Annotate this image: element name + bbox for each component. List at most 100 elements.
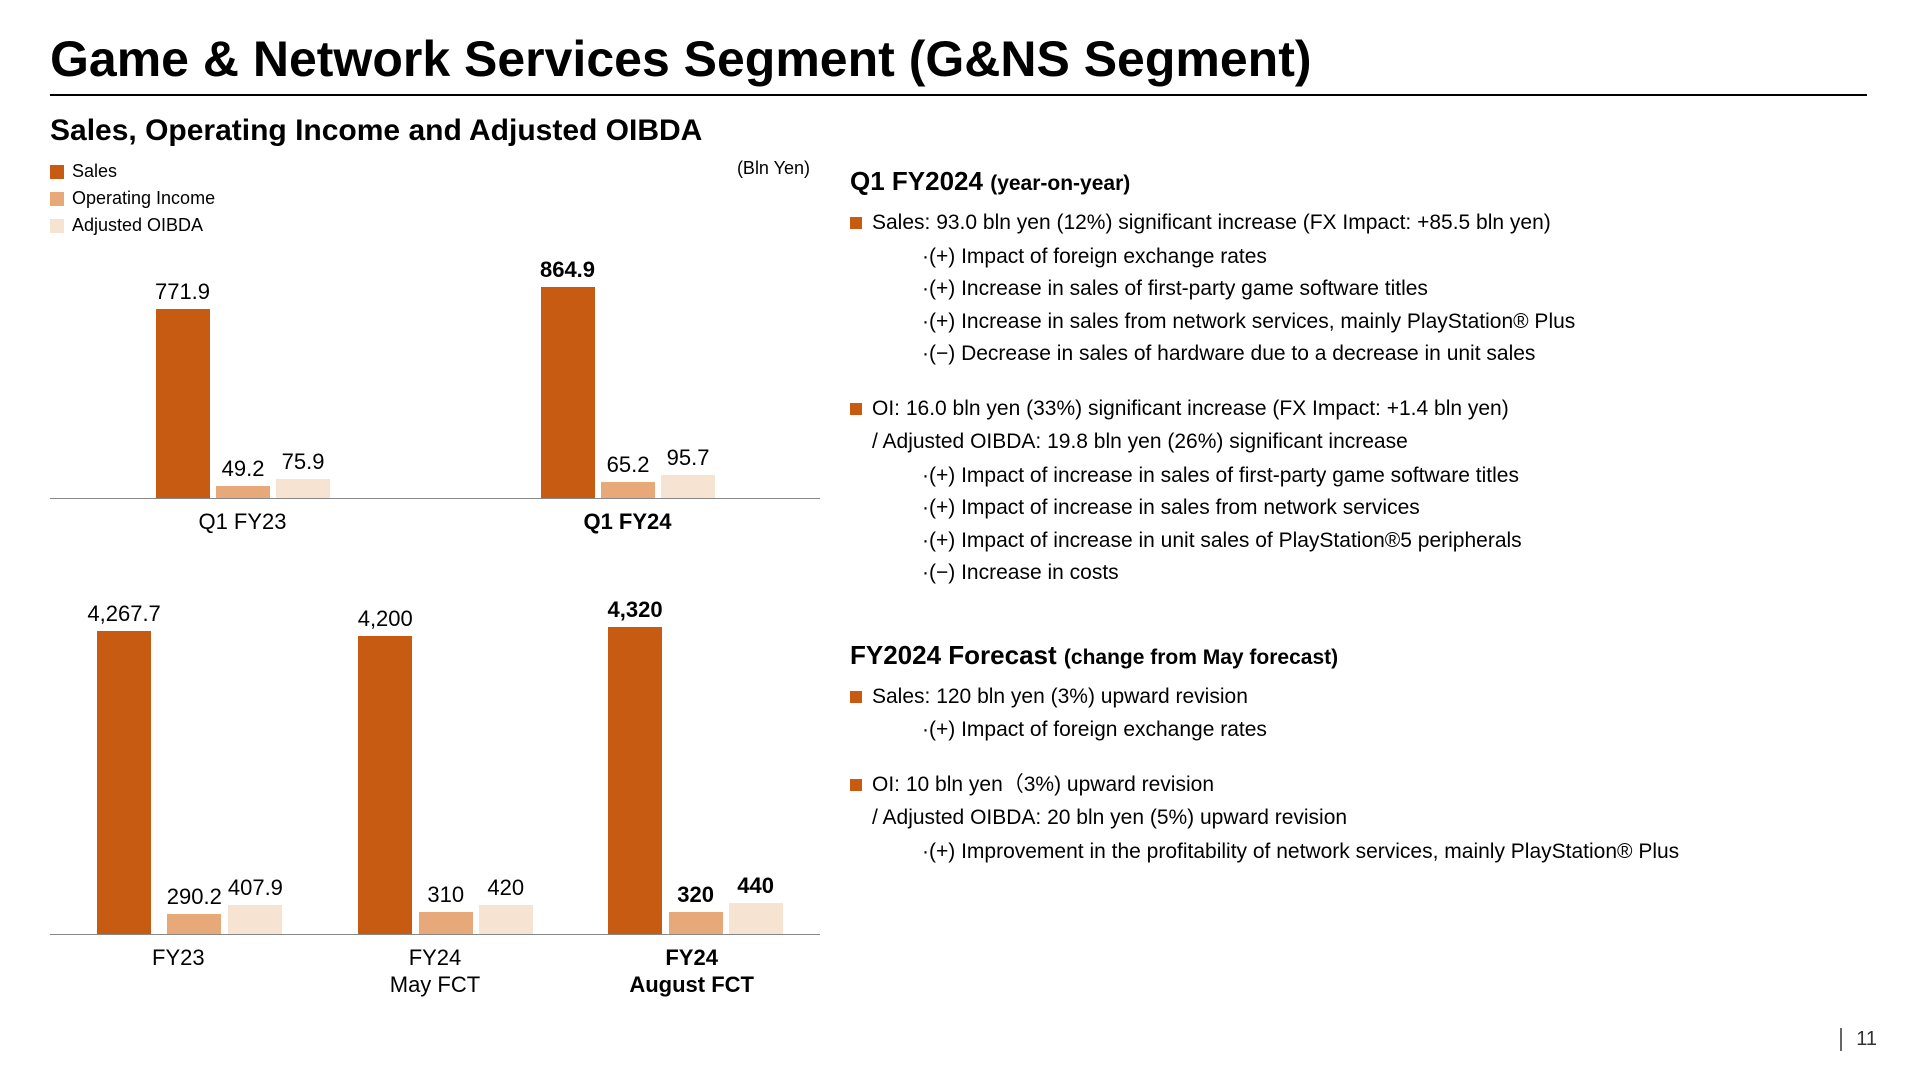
square-bullet-icon <box>850 691 862 703</box>
bar-value-label: 864.9 <box>540 257 595 283</box>
bar-value-label: 771.9 <box>155 279 210 305</box>
page-number: 11 <box>1840 1028 1877 1051</box>
unit-label: (Bln Yen) <box>737 158 810 179</box>
x-axis-label: FY23 <box>50 945 307 998</box>
bar <box>541 287 595 498</box>
bar-wrap: 420 <box>479 875 533 935</box>
bar <box>216 486 270 498</box>
content-row: Sales Operating Income Adjusted OIBDA (B… <box>50 158 1867 998</box>
block-oi-fct: OI: 10 bln yen（3%) upward revision / Adj… <box>850 769 1867 869</box>
block-oi-q1: OI: 16.0 bln yen (33%) significant incre… <box>850 393 1867 590</box>
bar-group: 4,200 310 420 <box>358 606 533 935</box>
x-axis-labels: Q1 FY23Q1 FY24 <box>50 509 820 535</box>
bar-group: 4,320 320 440 <box>608 597 783 934</box>
bar <box>167 914 221 935</box>
chart-q1: 771.949.275.9864.965.295.7Q1 FY23Q1 FY24 <box>50 279 820 535</box>
sub-bullet-line: ·(+) Impact of increase in sales from ne… <box>850 492 1867 525</box>
bar-value-label: 49.2 <box>222 456 265 482</box>
bar-value-label: 420 <box>487 875 524 901</box>
sub-bullet-line: ·(+) Impact of increase in unit sales of… <box>850 525 1867 558</box>
bar-wrap: 864.9 <box>540 257 595 498</box>
bar <box>358 636 412 935</box>
square-bullet-icon <box>850 403 862 415</box>
legend: Sales Operating Income Adjusted OIBDA <box>50 158 820 239</box>
legend-swatch-sales <box>50 165 64 179</box>
right-column: Q1 FY2024 (year-on-year) Sales: 93.0 bln… <box>850 158 1867 998</box>
slash-line: / Adjusted OIBDA: 19.8 bln yen (26%) sig… <box>850 426 1867 458</box>
section-heading-forecast: FY2024 Forecast (change from May forecas… <box>850 640 1867 671</box>
slash-line: / Adjusted OIBDA: 20 bln yen (5%) upward… <box>850 802 1867 834</box>
bar-wrap: 440 <box>729 873 783 934</box>
bar-value-label: 290.2 <box>167 884 222 910</box>
sub-bullet-line: ·(+) Improvement in the profitability of… <box>850 836 1867 869</box>
sub-bullet-line: ·(−) Decrease in sales of hardware due t… <box>850 338 1867 371</box>
bar-value-label: 440 <box>737 873 774 899</box>
left-column: Sales Operating Income Adjusted OIBDA (B… <box>50 158 820 998</box>
page-title: Game & Network Services Segment (G&NS Se… <box>50 30 1867 96</box>
bullet-line: OI: 16.0 bln yen (33%) significant incre… <box>850 393 1867 425</box>
legend-label: Operating Income <box>72 185 215 212</box>
bullet-text: OI: 16.0 bln yen (33%) significant incre… <box>872 393 1509 425</box>
legend-swatch-oi <box>50 192 64 206</box>
square-bullet-icon <box>850 217 862 229</box>
bar-value-label: 95.7 <box>667 445 710 471</box>
bar <box>228 905 282 934</box>
bar <box>729 903 783 934</box>
bullet-line: Sales: 93.0 bln yen (12%) significant in… <box>850 207 1867 239</box>
legend-label: Adjusted OIBDA <box>72 212 203 239</box>
legend-swatch-oibda <box>50 219 64 233</box>
bar-value-label: 4,320 <box>608 597 663 623</box>
sub-bullet-line: ·(+) Increase in sales of first-party ga… <box>850 273 1867 306</box>
bar-chart: 4,267.7290.2407.94,2003104204,320320440 <box>50 615 820 935</box>
bar-value-label: 4,267.7 <box>87 601 160 627</box>
legend-item-sales: Sales <box>50 158 820 185</box>
bar <box>276 479 330 498</box>
bar-wrap: 75.9 <box>276 449 330 498</box>
bar-wrap: 95.7 <box>661 445 715 498</box>
block-sales-fct: Sales: 120 bln yen (3%) upward revision … <box>850 681 1867 747</box>
bar <box>661 475 715 498</box>
bullet-text: OI: 10 bln yen（3%) upward revision <box>872 769 1214 801</box>
bullet-text: Sales: 120 bln yen (3%) upward revision <box>872 681 1248 713</box>
chart-fy: 4,267.7290.2407.94,2003104204,320320440F… <box>50 615 820 998</box>
sub-bullet-line: ·(+) Impact of foreign exchange rates <box>850 241 1867 274</box>
bar-wrap: 310 <box>419 882 473 934</box>
x-axis-label: Q1 FY23 <box>50 509 435 535</box>
bar-value-label: 4,200 <box>358 606 413 632</box>
bar-wrap: 320 <box>669 882 723 935</box>
bar <box>419 912 473 934</box>
bar-wrap: 65.2 <box>601 452 655 498</box>
bar-chart: 771.949.275.9864.965.295.7 <box>50 279 820 499</box>
bar-wrap: 49.2 <box>216 456 270 498</box>
x-axis-labels: FY23FY24May FCTFY24August FCT <box>50 945 820 998</box>
sub-bullet-line: ·(−) Increase in costs <box>850 557 1867 590</box>
sub-bullet-line: ·(+) Impact of increase in sales of firs… <box>850 460 1867 493</box>
bar <box>97 631 151 934</box>
bar-value-label: 65.2 <box>607 452 650 478</box>
bar-group: 864.9 65.2 95.7 <box>540 257 715 498</box>
legend-item-oi: Operating Income <box>50 185 820 212</box>
bullet-line: Sales: 120 bln yen (3%) upward revision <box>850 681 1867 713</box>
bar-value-label: 407.9 <box>228 875 283 901</box>
bullet-line: OI: 10 bln yen（3%) upward revision <box>850 769 1867 801</box>
block-sales-q1: Sales: 93.0 bln yen (12%) significant in… <box>850 207 1867 371</box>
bar-wrap: 4,200 <box>358 606 413 935</box>
x-axis-label: Q1 FY24 <box>435 509 820 535</box>
bar-wrap: 290.2 <box>167 884 222 935</box>
bar-wrap: 407.9 <box>228 875 283 934</box>
bar <box>479 905 533 935</box>
bar-wrap: 4,320 <box>608 597 663 934</box>
legend-item-oibda: Adjusted OIBDA <box>50 212 820 239</box>
sub-bullet-line: ·(+) Impact of foreign exchange rates <box>850 714 1867 747</box>
bar-group: 4,267.7 290.2407.9 <box>87 601 283 934</box>
bar-value-label: 75.9 <box>282 449 325 475</box>
bullet-text: Sales: 93.0 bln yen (12%) significant in… <box>872 207 1551 239</box>
bar <box>608 627 662 934</box>
x-axis-label: FY24May FCT <box>307 945 564 998</box>
bar-wrap: 4,267.7 <box>87 601 160 934</box>
section-heading-q1: Q1 FY2024 (year-on-year) <box>850 166 1867 197</box>
bar-wrap: 771.9 <box>155 279 210 498</box>
bar <box>156 309 210 498</box>
bar-value-label: 310 <box>427 882 464 908</box>
bar <box>669 912 723 935</box>
